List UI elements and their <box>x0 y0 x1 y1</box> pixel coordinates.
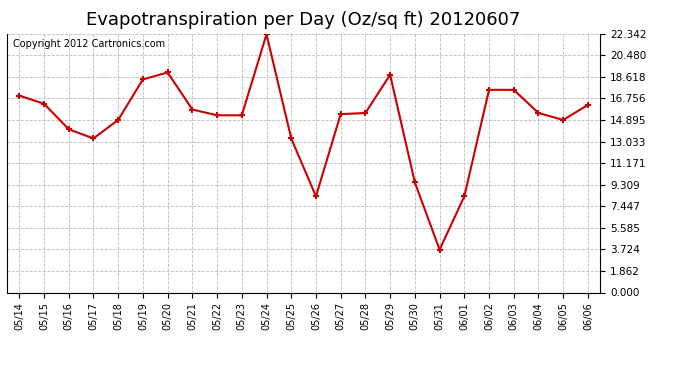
Text: Copyright 2012 Cartronics.com: Copyright 2012 Cartronics.com <box>13 39 165 49</box>
Text: Evapotranspiration per Day (Oz/sq ft) 20120607: Evapotranspiration per Day (Oz/sq ft) 20… <box>86 11 521 29</box>
